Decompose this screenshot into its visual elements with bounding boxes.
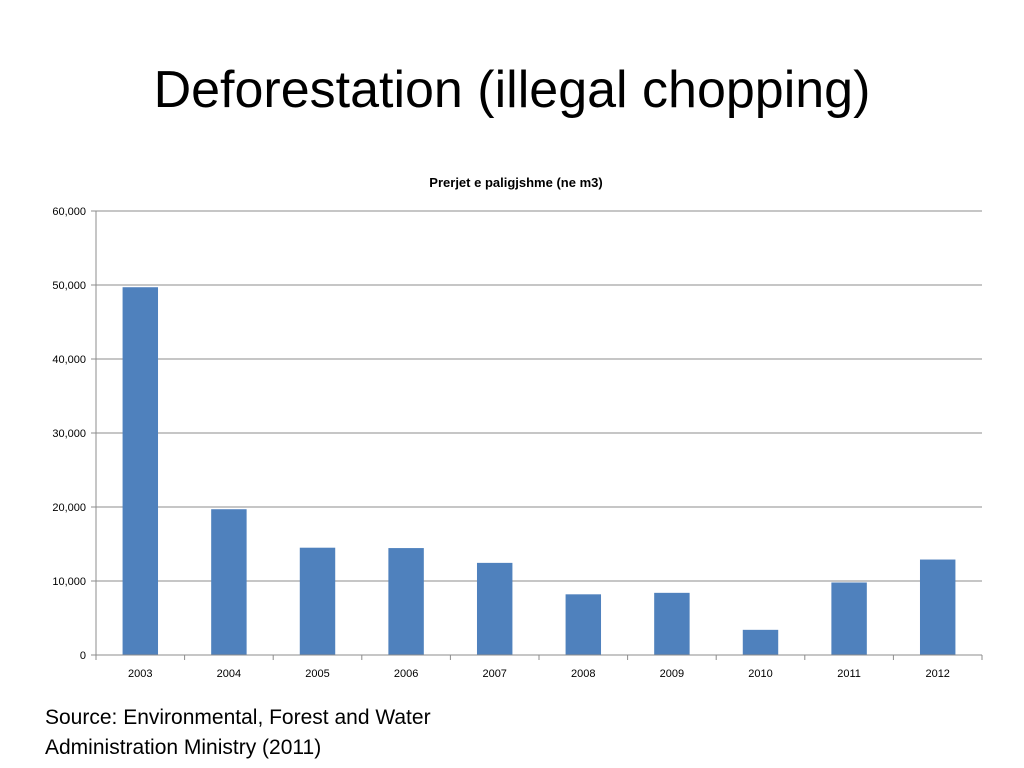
x-tick-label: 2008 — [571, 668, 595, 680]
bar-2005 — [299, 547, 336, 655]
x-tick-label: 2009 — [660, 668, 684, 680]
source-line-2: Administration Ministry (2011) — [45, 736, 322, 759]
bar-2012 — [919, 559, 956, 655]
source-note: Source: Environmental, Forest and Water … — [45, 703, 431, 763]
bar-2004 — [211, 509, 247, 655]
x-tick-label: 2006 — [394, 668, 418, 680]
x-tick-label: 2011 — [837, 668, 861, 680]
bar-chart-svg: Prerjet e paligjshme (ne m3) 0 10,000 20,0… — [52, 175, 983, 680]
slide-title: Deforestation (illegal chopping) — [153, 61, 871, 119]
y-tick-label: 60,000 — [52, 206, 86, 218]
x-tick-label: 2007 — [482, 668, 506, 680]
chart-title: Prerjet e paligjshme (ne m3) — [429, 175, 602, 190]
y-tick-label: 0 — [80, 650, 86, 662]
y-tick-label: 50,000 — [52, 280, 86, 292]
x-tick-label: 2005 — [305, 668, 329, 680]
x-tick-label: 2004 — [217, 668, 241, 680]
x-tick-label: 2012 — [925, 668, 949, 680]
bar-2003 — [122, 287, 159, 655]
y-tick-label: 20,000 — [52, 502, 86, 514]
chart: Prerjet e paligjshme (ne m3) 0 10,000 20,0… — [0, 165, 1024, 690]
bar-2009 — [654, 592, 690, 655]
x-tick-label: 2003 — [128, 668, 152, 680]
y-tick-label: 10,000 — [52, 576, 86, 588]
bar-2011 — [831, 582, 867, 655]
y-tick-label: 30,000 — [52, 428, 86, 440]
y-tick-label: 40,000 — [52, 354, 86, 366]
gridlines — [96, 210, 982, 582]
bar-2006 — [388, 548, 424, 655]
bar-2008 — [565, 594, 602, 655]
bar-2010 — [742, 629, 779, 655]
x-tick-label: 2010 — [748, 668, 772, 680]
tick-labels: 0 10,000 20,000 30,000 40,000 50,000 60,000 200… — [52, 206, 950, 680]
axes — [91, 210, 983, 660]
source-line-1: Source: Environmental, Forest and Water — [45, 706, 431, 729]
bars — [122, 287, 956, 655]
bar-2007 — [476, 562, 513, 655]
